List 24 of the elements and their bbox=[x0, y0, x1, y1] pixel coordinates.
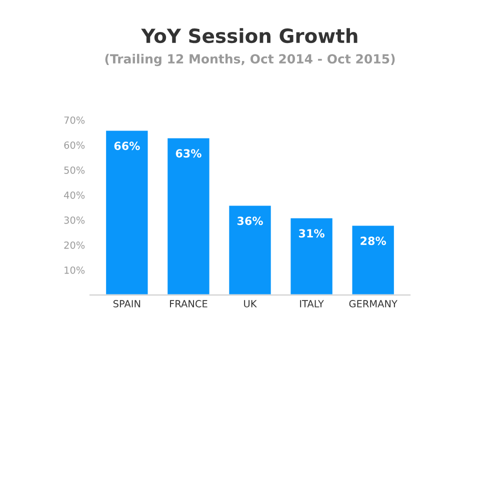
x-tick-label: UK bbox=[244, 300, 257, 308]
y-tick-label: 40% bbox=[64, 191, 85, 199]
bar bbox=[228, 204, 272, 295]
chart-title: YoY Session Growth bbox=[141, 28, 358, 44]
y-tick-label: 20% bbox=[64, 241, 85, 249]
y-tick-label: 10% bbox=[64, 266, 85, 274]
y-tick-label: 30% bbox=[64, 216, 85, 224]
bar bbox=[166, 136, 211, 295]
x-tick-label: FRANCE bbox=[170, 300, 208, 308]
data-label: 31% bbox=[298, 229, 324, 238]
y-tick-label: 70% bbox=[64, 116, 85, 124]
x-tick-label: SPAIN bbox=[113, 300, 140, 308]
chart-subtitle: (Trailing 12 Months, Oct 2014 - Oct 2015) bbox=[105, 54, 395, 66]
data-label: 28% bbox=[360, 236, 386, 246]
x-tick-label: GERMANY bbox=[349, 300, 398, 308]
data-label: 36% bbox=[237, 216, 263, 226]
data-label: 66% bbox=[114, 142, 140, 150]
data-label: 63% bbox=[176, 149, 202, 158]
bar bbox=[350, 224, 396, 295]
y-tick-label: 50% bbox=[64, 166, 85, 174]
y-tick-label: 60% bbox=[64, 141, 85, 149]
bar bbox=[289, 216, 334, 295]
bar bbox=[104, 129, 150, 295]
x-tick-label: ITALY bbox=[300, 300, 324, 308]
